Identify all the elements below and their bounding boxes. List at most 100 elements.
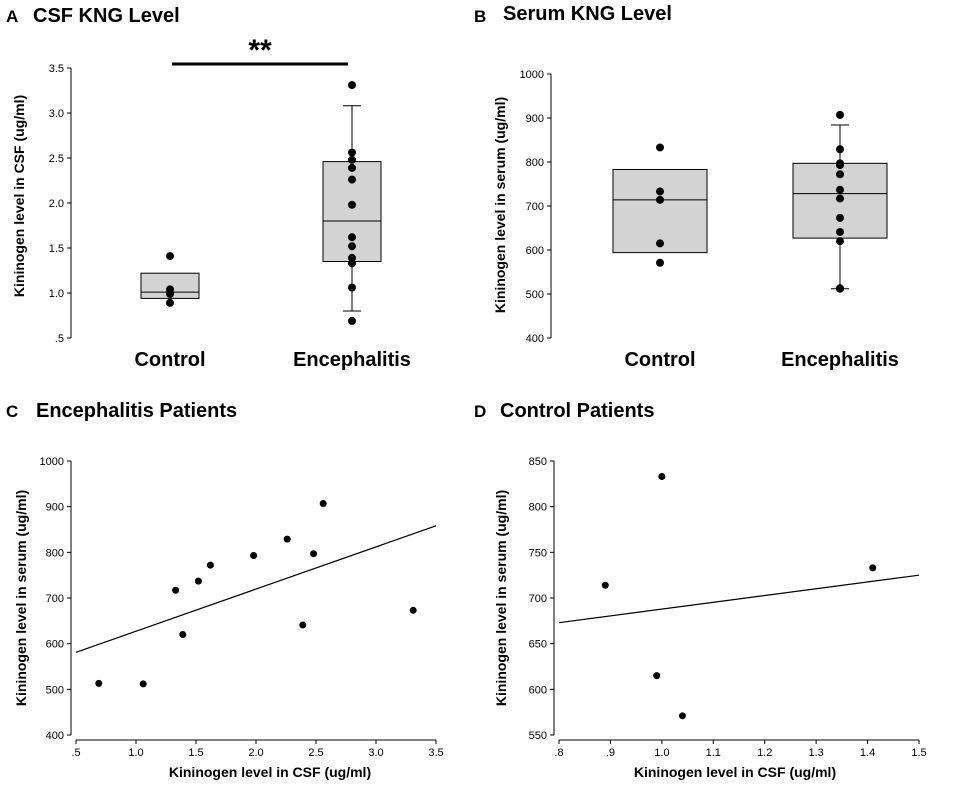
panel-a: A CSF KNG Level Kininogen level in CSF (… (6, 5, 411, 371)
data-point (656, 187, 664, 196)
y-tick-label: 700 (46, 593, 64, 605)
box-control (612, 168, 708, 254)
y-tick-label: 600 (529, 684, 547, 696)
panel-d: D Control Patients Kininogen level in se… (474, 400, 927, 780)
data-point (166, 252, 174, 261)
x-tick-label: 1.2 (757, 747, 772, 759)
x-tick-label: 2.5 (308, 747, 323, 759)
x-tick-label: 3.0 (368, 747, 383, 759)
x-tick-label: 1.0 (654, 747, 669, 759)
data-point (836, 145, 844, 154)
x-tick-label: 1.5 (911, 747, 926, 759)
category-label: Encephalitis (293, 349, 411, 371)
data-point (656, 258, 664, 267)
y-tick-label: 700 (526, 201, 544, 213)
panel-c: C Encephalitis Patients Kininogen level … (6, 400, 444, 780)
x-tick-label: 2.0 (248, 747, 263, 759)
data-point (348, 148, 356, 157)
y-tick-label: 400 (526, 333, 544, 345)
y-tick-label: 500 (526, 289, 544, 301)
data-point (836, 194, 844, 203)
x-tick-label: 1.5 (188, 747, 203, 759)
y-tick-label: 650 (529, 639, 547, 651)
x-tick-label: 1.4 (860, 747, 875, 759)
y-tick-label: 800 (529, 502, 547, 514)
data-point (179, 631, 187, 639)
y-tick-label: 800 (526, 157, 544, 169)
panel-b-ylabel: Kininogen level in serum (ug/ml) (492, 97, 508, 313)
panel-a-ylabel: Kininogen level in CSF (ug/ml) (11, 95, 27, 297)
category-label: Control (134, 349, 205, 371)
panel-d-letter: D (474, 402, 486, 421)
y-tick-label: 1.0 (49, 288, 64, 300)
y-tick-label: .5 (55, 333, 64, 345)
data-point (836, 227, 844, 236)
data-point (348, 259, 356, 268)
x-tick-label: 1.3 (808, 747, 823, 759)
data-point (95, 679, 103, 687)
data-point (348, 155, 356, 164)
data-point (836, 213, 844, 222)
data-point (836, 110, 844, 119)
data-point (348, 81, 356, 90)
data-point (172, 586, 180, 594)
data-point (836, 185, 844, 194)
y-tick-label: 1000 (40, 456, 64, 468)
data-point (656, 239, 664, 248)
category-label: Control (624, 349, 695, 371)
y-tick-label: 400 (46, 730, 64, 742)
data-point (348, 242, 356, 251)
panel-b-letter: B (474, 7, 486, 26)
y-tick-label: 500 (46, 684, 64, 696)
data-point (319, 499, 327, 507)
panel-c-ylabel: Kininogen level in serum (ug/ml) (13, 490, 29, 706)
data-point (310, 550, 318, 558)
panel-d-xlabel: Kininogen level in CSF (ug/ml) (634, 764, 836, 780)
y-tick-label: 550 (529, 730, 547, 742)
y-tick-label: 2.0 (49, 198, 64, 210)
data-point (836, 170, 844, 179)
panel-d-ylabel: Kininogen level in serum (ug/ml) (493, 490, 509, 706)
data-point (601, 581, 609, 589)
y-tick-label: 900 (46, 502, 64, 514)
data-point (194, 577, 202, 585)
data-point (348, 233, 356, 242)
data-point (348, 200, 356, 209)
data-point (348, 283, 356, 292)
data-point (658, 473, 666, 481)
data-point (348, 175, 356, 184)
x-tick-label: 3.5 (428, 747, 443, 759)
y-tick-label: 3.5 (49, 63, 64, 75)
data-point (656, 143, 664, 152)
data-point (653, 672, 661, 680)
y-tick-label: 800 (46, 547, 64, 559)
regression-line (558, 574, 920, 624)
x-tick-label: .5 (71, 747, 80, 759)
data-point (139, 680, 147, 688)
x-tick-label: 1.1 (706, 747, 721, 759)
data-point (299, 621, 307, 629)
y-tick-label: 1000 (520, 69, 544, 81)
panel-a-letter: A (6, 7, 18, 26)
data-point (283, 535, 291, 543)
data-point (836, 237, 844, 246)
data-point (348, 163, 356, 172)
regression-line (75, 525, 437, 653)
x-tick-label: 1.0 (128, 747, 143, 759)
data-point (206, 561, 214, 569)
y-tick-label: 750 (529, 547, 547, 559)
data-point (836, 284, 844, 293)
data-point (869, 564, 877, 572)
x-tick-label: .9 (606, 747, 615, 759)
data-point (166, 289, 174, 298)
y-tick-label: 700 (529, 593, 547, 605)
panel-d-title: Control Patients (500, 400, 654, 422)
data-point (678, 712, 686, 720)
panel-c-title: Encephalitis Patients (36, 400, 237, 422)
y-tick-label: 900 (526, 113, 544, 125)
y-tick-label: 3.0 (49, 108, 64, 120)
y-tick-label: 850 (529, 456, 547, 468)
panel-b-title: Serum KNG Level (503, 3, 672, 25)
y-tick-label: 1.5 (49, 243, 64, 255)
